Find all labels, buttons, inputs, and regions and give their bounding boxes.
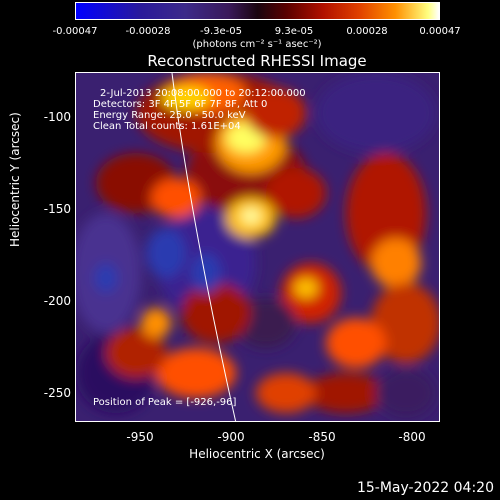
timestamp: 15-May-2022 04:20	[356, 480, 494, 496]
colorbar-tick: 0.00028	[346, 26, 388, 37]
x-tick-label: -850	[308, 430, 336, 444]
time-range: 2-Jul-2013 20:08:00.000 to 20:12:00.000	[100, 88, 306, 99]
y-tick-label: -250	[43, 386, 71, 400]
y-tick-label: -200	[43, 294, 71, 308]
x-tick-label: -950	[126, 430, 154, 444]
colorbar-tick: 9.3e-05	[274, 26, 314, 37]
peak-position: Position of Peak = [-926,-96]	[93, 397, 237, 408]
solar-limb	[171, 73, 237, 421]
y-tick-label: -100	[43, 110, 71, 124]
y-tick-label: -150	[43, 202, 71, 216]
colorbar-units: (photons cm⁻² s⁻¹ asec⁻²)	[192, 39, 322, 50]
x-axis-label: Heliocentric X (arcsec)	[189, 447, 325, 461]
detectors: Detectors: 3F 4F 5F 6F 7F 8F, Att 0	[93, 99, 268, 110]
x-tick-label: -900	[217, 430, 245, 444]
x-tick-label: -800	[398, 430, 426, 444]
plot-title: Reconstructed RHESSI Image	[147, 52, 367, 70]
rhessi-image	[75, 72, 440, 422]
image-canvas	[76, 73, 439, 421]
colorbar-tick: -0.00047	[52, 26, 98, 37]
colorbar	[75, 2, 440, 20]
energy-range: Energy Range: 25.0 - 50.0 keV	[93, 110, 246, 121]
colorbar-tick: -9.3e-05	[200, 26, 242, 37]
y-axis-label: Heliocentric Y (arcsec)	[8, 112, 22, 247]
clean-counts: Clean Total counts: 1.61E+04	[93, 121, 241, 132]
colorbar-tick: 0.00047	[419, 26, 461, 37]
colorbar-tick: -0.00028	[125, 26, 171, 37]
